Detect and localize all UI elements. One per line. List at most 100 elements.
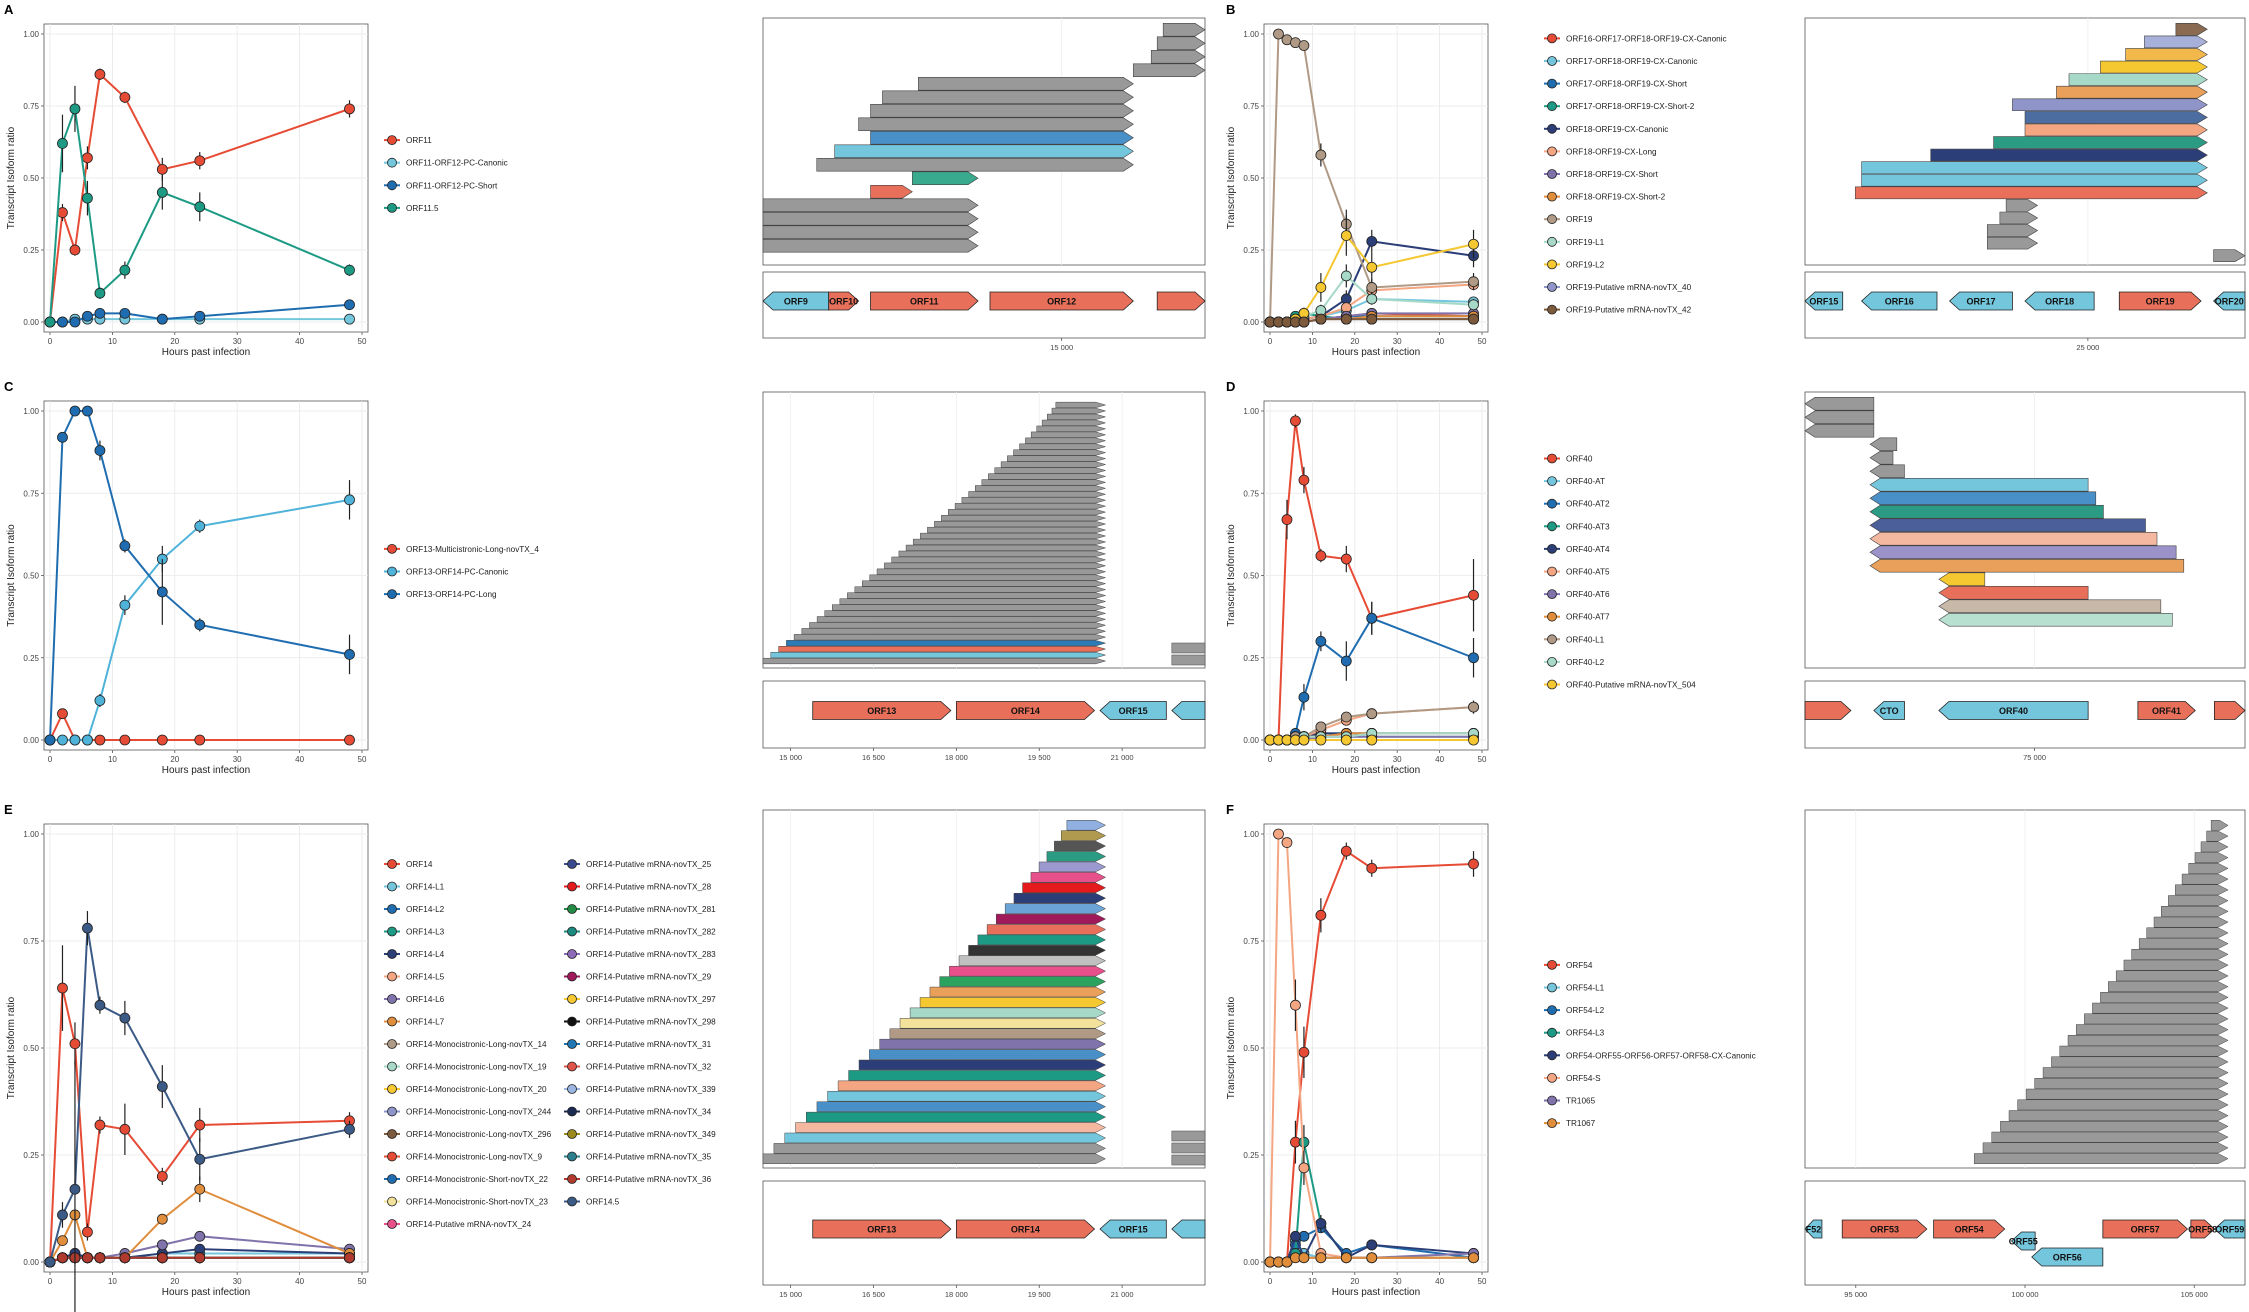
legend-swatch-point <box>387 180 397 191</box>
transcript-arrow <box>919 997 1107 1008</box>
transcript-arrow <box>2067 1035 2229 1046</box>
legend-swatch-point <box>387 881 397 892</box>
transcript-arrow <box>847 592 1107 599</box>
data-point <box>1468 734 1479 746</box>
gene-arrow <box>1933 1219 2006 1239</box>
transcript-arrow <box>1013 892 1107 904</box>
transcript-arrow <box>1804 397 1875 411</box>
data-point <box>94 1252 106 1264</box>
gene-orf18: ORF18 <box>2024 291 2095 311</box>
legend-swatch-point <box>1547 282 1557 292</box>
gene-label: ORF10 <box>829 297 858 307</box>
data-point <box>1298 734 1310 746</box>
legend-label: ORF54-L1 <box>1566 984 1605 993</box>
data-point <box>1340 1252 1352 1264</box>
legend-label: ORF40-AT <box>1566 477 1605 486</box>
data-point <box>1298 1162 1310 1174</box>
data-point <box>1340 655 1352 667</box>
transcript-arrow <box>773 1143 1107 1154</box>
transcript-arrow <box>1869 505 2104 519</box>
legend-item: ORF40-AT4 <box>1544 544 1610 554</box>
gene-label: ORF56 <box>2053 1253 2082 1263</box>
panel-letter: A <box>4 2 14 17</box>
series-orf40-putative-mrna-novtx-504 <box>1264 734 1479 746</box>
gene-label: ORF16 <box>1885 297 1914 307</box>
gene-arrow <box>2118 291 2202 311</box>
legend-swatch-point <box>1547 679 1557 690</box>
legend: ORF40 ORF40-AT ORF40-AT2 ORF40-AT3 ORF40-AT4… <box>1544 453 1696 690</box>
gene-label: CTO <box>1880 706 1899 716</box>
transcript-arrow <box>784 1132 1107 1144</box>
transcript-arrow <box>2206 830 2229 842</box>
y-tick-label: 0.75 <box>1243 937 1259 946</box>
transcript-arrow <box>2131 949 2229 960</box>
legend-label: ORF40-AT4 <box>1566 545 1610 554</box>
panel-e: E 0.00 0.25 0.50 0.75 1.00 0 10 20 30 40 50 Hours pa… <box>4 802 716 1312</box>
y-axis-label: Transcript Isoform ratio <box>6 996 17 1099</box>
legend-item: ORF11.5 <box>384 202 439 213</box>
gene-partial <box>2213 701 2246 720</box>
transcript-arrow <box>2194 852 2229 863</box>
series-orf13-orf14-pc-long <box>44 405 355 746</box>
gene-arrow <box>1171 701 1206 720</box>
genome-track-c: ORF13 ORF14 ORF15 15 000 16 500 18 000 19 500 2… <box>762 391 1206 762</box>
data-point <box>1468 313 1479 325</box>
transcript-arrow <box>1000 461 1107 468</box>
legend-swatch-point <box>387 1061 397 1072</box>
data-point <box>1366 734 1378 746</box>
legend-swatch-point <box>1547 1050 1557 1061</box>
legend-swatch-point <box>387 1219 397 1229</box>
legend-label: ORF40-AT7 <box>1566 613 1610 622</box>
x-tick-label: 50 <box>1478 1277 1487 1286</box>
transcript-bar <box>1171 642 1206 654</box>
legend-swatch-point <box>1547 611 1557 622</box>
transcript-arrow <box>2146 927 2229 939</box>
y-axis-label: Transcript Isoform ratio <box>1226 996 1237 1099</box>
gene-orf17: ORF17 <box>1948 291 2013 311</box>
legend-item: ORF14-Putative mRNA-novTX_298 <box>564 1016 716 1027</box>
transcript-arrow <box>1869 464 1905 478</box>
gene-orf14: ORF14 <box>955 701 1096 720</box>
legend-swatch-point <box>1547 960 1557 970</box>
gene-label: ORF12 <box>1047 297 1076 307</box>
legend-swatch-point <box>1547 566 1557 577</box>
legend-item: ORF14-Putative mRNA-novTX_282 <box>564 926 716 937</box>
transcript-arrow <box>2144 35 2208 49</box>
legend-swatch-point <box>1547 56 1557 66</box>
legend: ORF54 ORF54-L1 ORF54-L2 ORF54-L3 ORF54-ORF55… <box>1544 960 1756 1128</box>
genome-track-b: ORF15 ORF16 ORF17 ORF18 ORF19 ORF20 25 000 <box>1804 17 2246 352</box>
legend-label: ORF17-ORF18-ORF19-CX-Short-2 <box>1566 102 1695 111</box>
gene-orf53: ORF53 <box>1841 1219 1928 1239</box>
legend-label: ORF14-Putative mRNA-novTX_282 <box>586 928 716 937</box>
transcript-arrow <box>1869 478 2089 492</box>
transcript-arrow <box>1156 36 1206 50</box>
legend-swatch-point <box>1547 453 1557 464</box>
x-axis-label: Hours past infection <box>162 1287 250 1298</box>
gene-arrow <box>1948 291 2013 311</box>
legend-label: ORF14-Putative mRNA-novTX_281 <box>586 905 716 914</box>
legend-label: ORF14-Putative mRNA-novTX_29 <box>586 973 712 982</box>
x-tick-label: 10 <box>1308 337 1317 346</box>
genome-tick-label: 15 000 <box>779 1290 802 1299</box>
data-point <box>1468 652 1479 664</box>
x-tick-label: 30 <box>1393 755 1402 764</box>
transcript-arrow <box>977 934 1107 946</box>
legend-swatch-point <box>387 202 397 213</box>
legend-label: ORF14-Putative mRNA-novTX_31 <box>586 1040 712 1049</box>
genome-tick-label: 15 000 <box>779 753 802 762</box>
data-point <box>194 619 206 631</box>
data-point <box>57 982 68 994</box>
legend-label: ORF18-ORF19-CX-Long <box>1566 147 1657 156</box>
legend-item: ORF17-ORF18-ORF19-CX-Canonic <box>1544 56 1698 66</box>
y-tick-label: 0.75 <box>23 489 39 498</box>
legend-label: ORF40-AT5 <box>1566 568 1610 577</box>
legend-label: ORF40-L1 <box>1566 635 1605 644</box>
y-axis-label: Transcript Isoform ratio <box>6 126 17 229</box>
legend: ORF14 ORF14-L1 ORF14-L2 ORF14-L3 ORF14-L4 ORF… <box>384 859 716 1229</box>
gene-orf19: ORF19 <box>2118 291 2202 311</box>
genome-tick-label: 75 000 <box>2023 753 2046 762</box>
transcript-arrow <box>1007 455 1107 462</box>
y-tick-label: 0.75 <box>23 937 39 946</box>
transcript-arrow <box>1869 451 1894 465</box>
legend-item: ORF13-ORF14-PC-Canonic <box>384 566 508 577</box>
